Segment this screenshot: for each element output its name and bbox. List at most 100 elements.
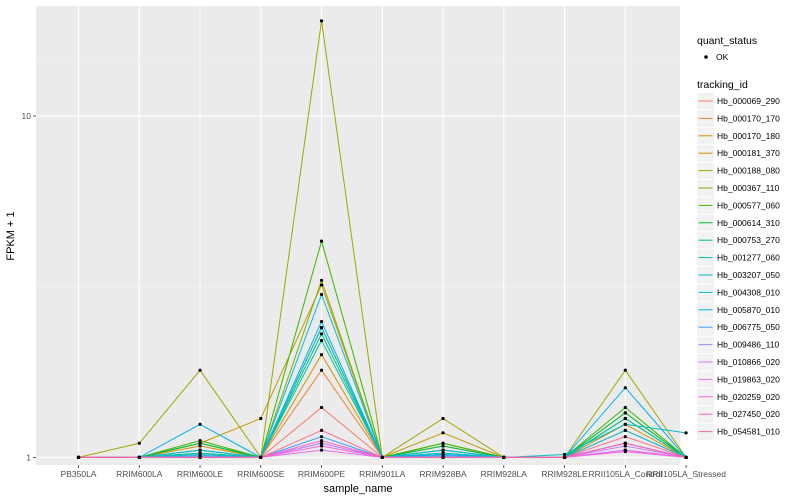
y-tick-label: 10 [22,111,32,121]
data-point [441,455,445,459]
y-axis: 1 10 [22,111,36,462]
legend-item-label: Hb_005870_010 [717,305,780,315]
data-point [319,428,324,432]
data-point [319,332,324,336]
legend-item-label: Hb_054581_010 [717,427,780,437]
data-point [684,455,688,459]
data-point [623,428,627,432]
x-tick-label: RRIM928LA [481,469,528,479]
data-point [502,455,506,459]
legend-item-label: Hb_000367_110 [717,183,780,193]
data-point [198,455,202,459]
data-point [562,455,567,459]
data-point [684,431,688,435]
data-point [319,19,324,23]
data-point [319,441,324,445]
x-tick-label: RRIM928LE [541,469,588,479]
data-point [623,411,627,415]
legend-item-label: Hb_001277_060 [717,253,780,263]
data-point [319,368,324,372]
legend: quant_status OK tracking_id Hb_000069_29… [697,35,780,441]
y-tick-label: 1 [26,452,31,462]
legend-item-label: Hb_006775_050 [717,322,780,332]
legend-color-items: Hb_000069_290 Hb_000170_170 Hb_000170_180 H… [697,93,780,441]
data-point [198,448,202,452]
data-point [319,278,324,282]
legend-item-label: Hb_004308_010 [717,287,780,297]
legend-item-label: Hb_000614_310 [717,218,780,228]
data-point [137,455,141,459]
x-axis: PB350LA RRIM600LA RRIM600LE RRIM600SE RRIM60… [61,465,726,479]
legend-item-label: Hb_000170_180 [717,131,780,141]
data-point [319,353,324,357]
panel-background [36,6,680,465]
data-point [198,444,202,448]
data-point [319,405,324,410]
data-point [319,435,324,439]
data-point [441,431,445,435]
data-point [319,338,324,343]
data-point [623,444,627,448]
legend-item-label: Hb_020259_020 [717,392,780,402]
legend-item-label: Hb_000069_290 [717,96,780,106]
legend-item-label: Hb_019863_020 [717,374,780,384]
data-point [259,455,263,459]
data-point [623,422,627,426]
legend-item-label: Hb_000181_370 [717,148,780,158]
legend-item-label: Hb_000170_170 [717,113,780,123]
data-point [623,441,627,445]
data-point [623,449,627,454]
x-tick-label: RRIM600PE [298,469,346,479]
data-point [319,438,324,443]
legend-item-label: Hb_003207_050 [717,270,780,280]
data-points [76,19,688,459]
legend-shape-title: quant_status [697,35,757,47]
data-point [623,416,627,421]
data-point [441,441,445,445]
x-tick-label: RRIM901LA [359,469,406,479]
x-tick-label: RRIM600LA [116,469,163,479]
data-point [623,435,627,439]
data-point [76,455,81,459]
legend-shape-key-point [704,55,708,59]
data-point [319,239,324,243]
legend-item-label: Hb_009486_110 [717,340,780,350]
data-point [319,444,324,448]
x-tick-label: RRII105LA_Stressed [646,469,726,479]
data-point [198,368,202,372]
data-point [319,292,324,297]
data-point [441,448,445,452]
data-point [623,368,627,372]
x-tick-label: PB350LA [61,469,97,479]
x-tick-label: RRIM928BA [419,469,467,479]
gridlines [36,6,687,465]
data-point [198,438,202,443]
data-point [319,319,324,324]
data-point [319,325,324,330]
legend-item-label: Hb_000577_060 [717,200,780,210]
data-point [198,422,202,426]
data-point [441,444,445,448]
data-point [562,452,567,457]
data-point [380,455,384,459]
data-point [319,283,324,287]
legend-item-label: Hb_000188_080 [717,166,780,176]
legend-item-label: Hb_000753_270 [717,235,780,245]
x-tick-label: RRIM600LE [177,469,224,479]
x-tick-label: RRII105LA_Control [588,469,662,479]
x-tick-label: RRIM600SE [237,469,285,479]
data-point [259,416,263,421]
data-point [441,416,445,421]
y-axis-title: FPKM + 1 [5,211,17,260]
data-point [623,386,627,390]
legend-shape-label: OK [716,52,729,62]
x-axis-title: sample_name [323,483,392,495]
data-point [623,405,627,410]
data-point [137,441,141,445]
legend-item-label: Hb_010866_020 [717,357,780,367]
data-point [198,441,202,445]
data-point [319,448,324,452]
legend-item-label: Hb_027450_020 [717,409,780,419]
legend-color-title: tracking_id [697,79,748,91]
